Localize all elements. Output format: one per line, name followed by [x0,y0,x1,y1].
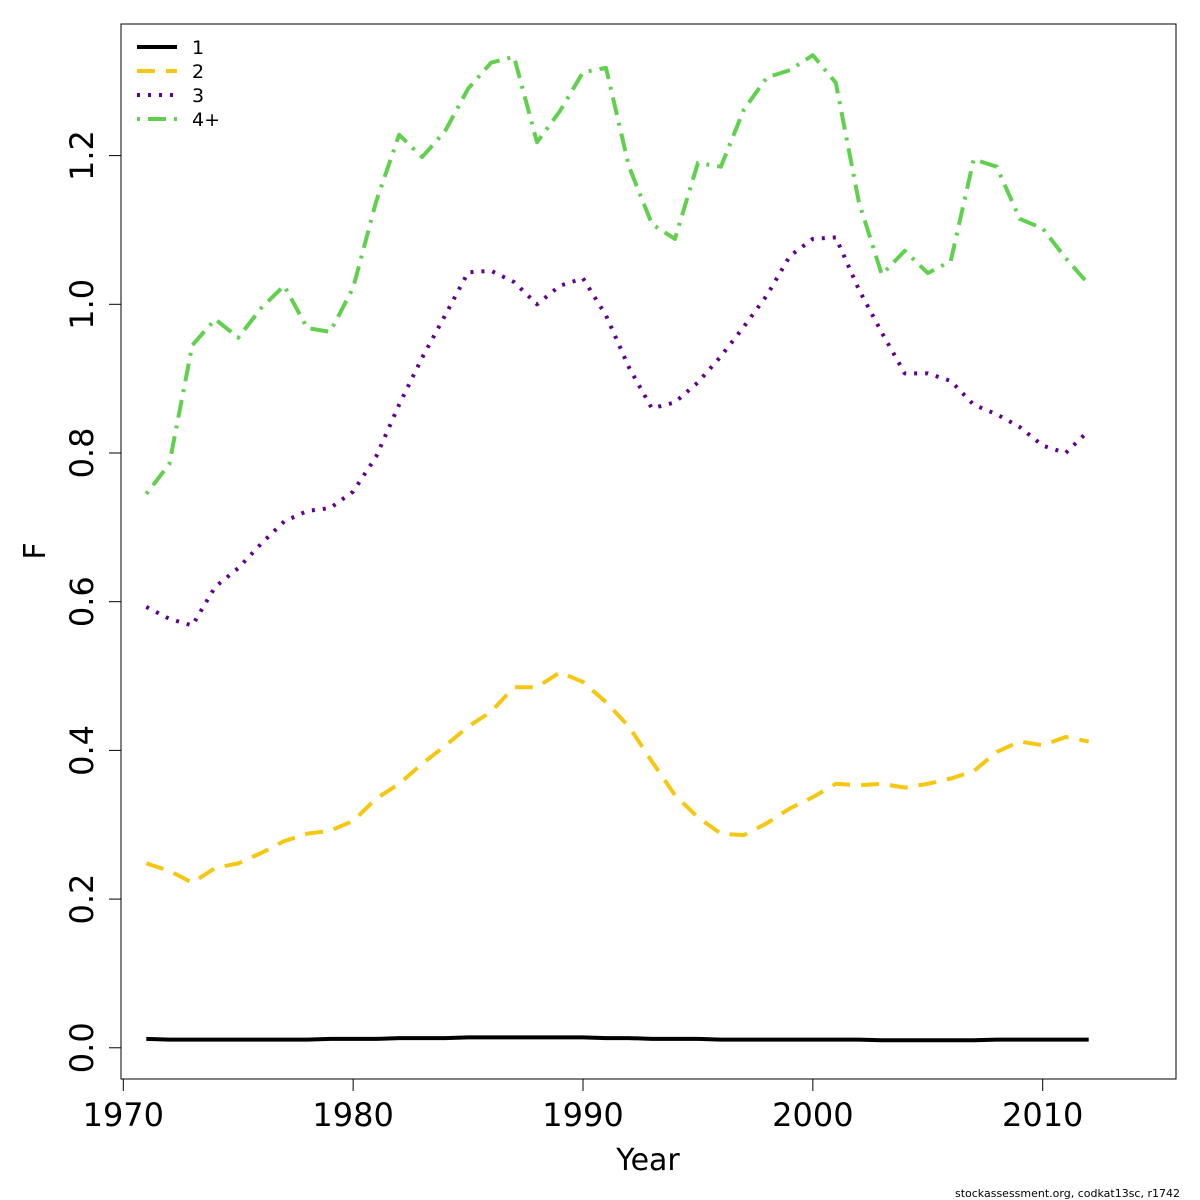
y-tick-label: 0.6 [63,576,101,627]
x-tick-label: 2010 [1002,1096,1083,1134]
y-tick-label: 0.8 [63,428,101,479]
x-tick-label: 2000 [772,1096,853,1134]
x-tick-label: 1980 [312,1096,393,1134]
legend-label: 4+ [192,109,220,131]
y-tick-label: 1.2 [63,130,101,181]
x-axis-title: Year [615,1143,680,1178]
legend-label: 3 [192,85,204,107]
y-axis-title: F [18,542,53,559]
series-layer [144,53,1091,1043]
x-axis: 1970 1980 1990 2000 2010 [83,1078,1083,1134]
x-tick-label: 1990 [542,1096,623,1134]
y-tick-label: 0.2 [63,874,101,925]
series-line-4 [144,53,1091,496]
y-tick-label: 1.0 [63,279,101,330]
x-tick-label: 1970 [83,1096,164,1134]
series-line-2 [145,670,1090,885]
credit-text: stockassessment.org, codkat13sc, r1742 [955,1187,1180,1200]
y-axis: 0.0 0.2 0.4 0.6 0.8 1.0 1.2 [63,130,122,1073]
series-line-1 [146,1035,1089,1043]
legend-label: 1 [192,37,204,59]
legend-label: 2 [192,61,204,83]
y-tick-label: 0.0 [63,1022,101,1073]
series-line-3 [145,235,1091,628]
y-tick-label: 0.4 [63,725,101,776]
